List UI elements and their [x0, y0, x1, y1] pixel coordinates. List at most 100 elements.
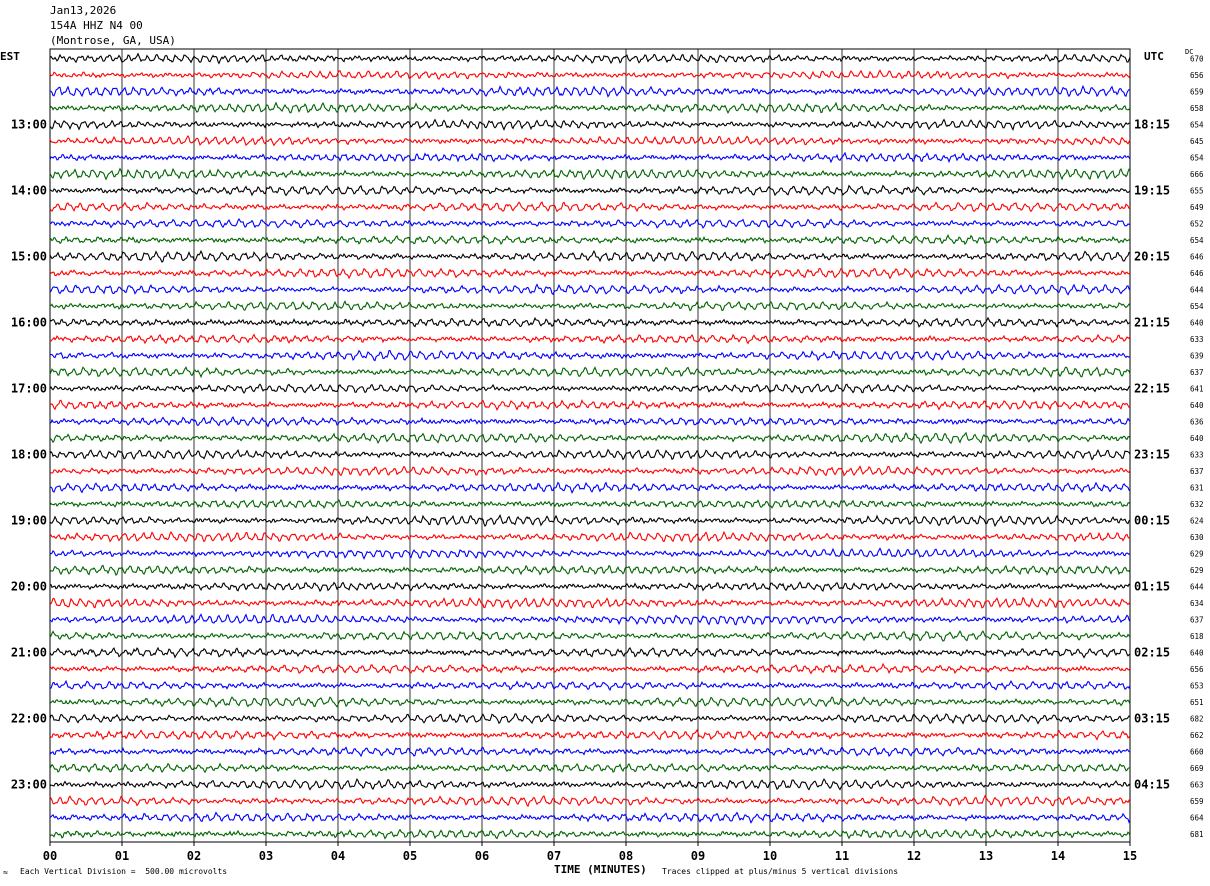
- dc-offset-value: 646: [1190, 253, 1204, 262]
- right-hour-label: 22:15: [1134, 382, 1170, 396]
- x-tick-labels: 00 01 02 03 04 05 06 07 08 09 10 11 12 13 14 15: [43, 842, 1137, 863]
- dc-offset-value: 652: [1190, 220, 1204, 229]
- x-tick-label: 15: [1123, 849, 1137, 863]
- dc-offset-value: 655: [1190, 187, 1204, 196]
- dc-offset-value: 640: [1190, 319, 1204, 328]
- trace-line: [49, 696, 1131, 708]
- trace-line: [49, 498, 1131, 509]
- dc-offset-value: 656: [1190, 71, 1204, 80]
- dc-offset-value: 645: [1190, 137, 1204, 146]
- trace-line: [49, 135, 1131, 147]
- right-hour-label: 18:15: [1134, 118, 1170, 132]
- dc-offset-value: 644: [1190, 286, 1204, 295]
- x-tick-label: 10: [763, 849, 777, 863]
- trace-line: [49, 415, 1131, 428]
- trace-line: [49, 184, 1131, 197]
- trace-line: [49, 283, 1131, 296]
- dc-offset-value: 660: [1190, 748, 1204, 757]
- trace-line: [49, 728, 1131, 741]
- dc-offset-value: 654: [1190, 302, 1204, 311]
- trace-line: [49, 713, 1131, 725]
- dc-offset-value: 637: [1190, 616, 1204, 625]
- seismic-traces: [49, 52, 1131, 840]
- dc-offset-value: 641: [1190, 385, 1204, 394]
- dc-offset-value: 654: [1190, 236, 1204, 245]
- trace-line: [49, 249, 1131, 263]
- dc-offset-value: 634: [1190, 599, 1204, 608]
- dc-offset-value: 646: [1190, 269, 1204, 278]
- dc-offset-value: 618: [1190, 632, 1204, 641]
- trace-line: [49, 564, 1131, 576]
- dc-offset-value: 654: [1190, 154, 1204, 163]
- trace-line: [49, 101, 1131, 115]
- plot-frame: [49, 48, 1131, 843]
- trace-line: [49, 333, 1131, 345]
- dc-offset-labels: 670 656 659 658 654 645 654 666 655 649 652 654 646 6…: [1190, 55, 1204, 840]
- dc-offset-value: 629: [1190, 550, 1204, 559]
- trace-line: [49, 794, 1131, 808]
- dc-offset-value: 653: [1190, 682, 1204, 691]
- station-location: (Montrose, GA, USA): [50, 34, 176, 47]
- dc-offset-value: 669: [1190, 764, 1204, 773]
- dc-offset-value: 644: [1190, 583, 1204, 592]
- right-hour-label: 03:15: [1134, 712, 1170, 726]
- x-tick-label: 11: [835, 849, 849, 863]
- right-hour-label: 20:15: [1134, 250, 1170, 264]
- trace-line: [49, 828, 1131, 840]
- left-hour-label: 23:00: [11, 778, 47, 792]
- right-hour-label: 00:15: [1134, 514, 1170, 528]
- right-hour-label: 04:15: [1134, 778, 1170, 792]
- x-tick-label: 14: [1051, 849, 1065, 863]
- trace-line: [49, 218, 1131, 229]
- trace-line: [49, 84, 1131, 98]
- dc-offset-value: 633: [1190, 335, 1204, 344]
- right-timezone-label: UTC: [1144, 50, 1164, 63]
- x-tick-label: 07: [547, 849, 561, 863]
- dc-offset-value: 664: [1190, 814, 1204, 823]
- right-hour-label: 19:15: [1134, 184, 1170, 198]
- x-tick-label: 03: [259, 849, 273, 863]
- trace-line: [49, 201, 1131, 213]
- x-tick-label: 00: [43, 849, 57, 863]
- trace-line: [49, 151, 1131, 164]
- trace-line: [49, 431, 1131, 445]
- x-tick-label: 08: [619, 849, 633, 863]
- dc-offset-value: 654: [1190, 121, 1204, 130]
- dc-offset-value: 649: [1190, 203, 1204, 212]
- trace-line: [49, 316, 1131, 328]
- trace-line: [49, 398, 1131, 412]
- trace-line: [49, 811, 1131, 824]
- dc-header: DC: [1185, 48, 1194, 56]
- dc-offset-value: 630: [1190, 533, 1204, 542]
- dc-offset-value: 632: [1190, 500, 1204, 509]
- dc-offset-value: 651: [1190, 698, 1204, 707]
- dc-offset-value: 666: [1190, 170, 1204, 179]
- left-hour-label: 19:00: [11, 514, 47, 528]
- trace-line: [49, 581, 1131, 593]
- scale-note: Each Vertical Division = 500.00 microvol…: [20, 867, 228, 876]
- right-hour-labels: 18:15 19:15 20:15 21:15 22:15 23:15 00:15 01:15…: [1134, 118, 1170, 792]
- dc-offset-value: 659: [1190, 88, 1204, 97]
- left-hour-label: 15:00: [11, 250, 47, 264]
- dc-offset-value: 633: [1190, 451, 1204, 460]
- station-channel: 154A HHZ N4 00: [50, 19, 143, 32]
- plot-date: Jan13,2026: [50, 4, 117, 17]
- trace-line: [49, 630, 1131, 642]
- left-hour-label: 14:00: [11, 184, 47, 198]
- dc-offset-value: 629: [1190, 566, 1204, 575]
- left-hour-label: 16:00: [11, 316, 47, 330]
- trace-line: [49, 234, 1131, 246]
- trace-line: [49, 349, 1131, 362]
- dc-offset-value: 639: [1190, 352, 1204, 361]
- trace-line: [49, 448, 1131, 461]
- x-tick-label: 02: [187, 849, 201, 863]
- dc-offset-value: 670: [1190, 55, 1204, 64]
- dc-offset-value: 640: [1190, 434, 1204, 443]
- dc-offset-value: 631: [1190, 484, 1204, 493]
- trace-line: [49, 366, 1131, 379]
- left-hour-label: 13:00: [11, 118, 47, 132]
- left-hour-labels: 13:00 14:00 15:00 16:00 17:00 18:00 19:00 20:00…: [11, 118, 47, 792]
- trace-line: [49, 547, 1131, 560]
- right-hour-label: 01:15: [1134, 580, 1170, 594]
